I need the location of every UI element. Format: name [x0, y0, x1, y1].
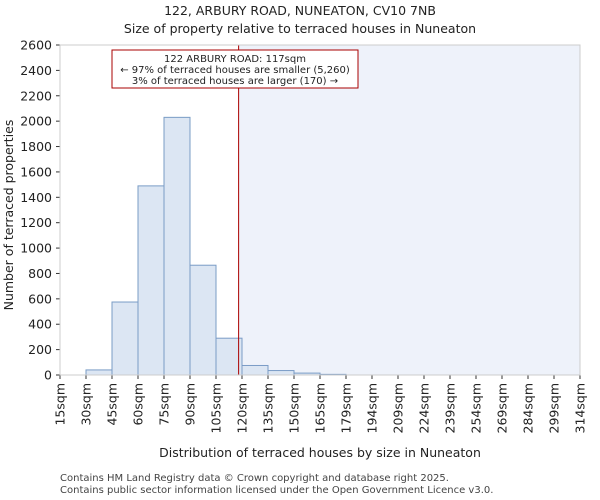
- x-tick-label: 194sqm: [365, 383, 380, 433]
- bar-45sqm: [111, 301, 139, 376]
- plot-frame: [59, 44, 581, 376]
- chart-subtitle: Size of property relative to terraced ho…: [124, 21, 476, 36]
- bar-60sqm: [137, 185, 165, 376]
- x-tick-label: 179sqm: [339, 383, 354, 433]
- y-tick-label: 0: [44, 368, 52, 383]
- x-tick-label: 75sqm: [157, 383, 172, 426]
- x-tick-label: 299sqm: [547, 383, 562, 433]
- bar-75sqm: [163, 116, 191, 376]
- x-tick-label: 269sqm: [495, 383, 510, 433]
- y-tick-label: 200: [28, 342, 52, 357]
- y-axis-label: Number of terraced properties: [1, 120, 16, 311]
- x-tick-label: 150sqm: [287, 383, 302, 433]
- y-tick-label: 1600: [20, 164, 52, 179]
- x-axis: 15sqm 30sqm 45sqm 60sqm 75sqm 90sqm 105sqm 120s…: [53, 374, 588, 433]
- y-tick-label: 2600: [20, 38, 52, 53]
- y-tick-label: 1400: [20, 190, 52, 205]
- annotation-border: [111, 49, 359, 89]
- annotation-line-1: 122 ARBURY ROAD: 117sqm: [164, 54, 306, 65]
- y-tick-label: 2000: [20, 114, 52, 129]
- bar-135sqm: [267, 370, 295, 376]
- x-tick-label: 45sqm: [105, 383, 120, 426]
- y-tick-label: 600: [28, 291, 52, 306]
- y-tick-label: 400: [28, 317, 52, 332]
- highlight-region: [238, 45, 580, 375]
- y-tick-label: 2400: [20, 63, 52, 78]
- x-tick-label: 314sqm: [573, 383, 588, 433]
- y-axis: 0 200 400 600 800 1000 1200 1400 1600 1800 2000 220…: [20, 38, 61, 383]
- x-tick-label: 30sqm: [79, 383, 94, 426]
- y-tick-label: 1800: [20, 139, 52, 154]
- x-tick-label: 224sqm: [417, 383, 432, 433]
- y-tick-label: 2200: [20, 88, 52, 103]
- x-tick-label: 105sqm: [209, 383, 224, 433]
- x-tick-label: 239sqm: [443, 383, 458, 433]
- x-tick-label: 254sqm: [469, 383, 484, 433]
- bar-30sqm: [85, 369, 113, 376]
- annotation-line-2: ← 97% of terraced houses are smaller (5,…: [120, 65, 350, 76]
- bars-group: [85, 116, 347, 376]
- bar-105sqm: [215, 337, 243, 376]
- annotation-box: 122 ARBURY ROAD: 117sqm ← 97% of terrace…: [111, 49, 359, 89]
- chart-title: 122, ARBURY ROAD, NUNEATON, CV10 7NB: [164, 3, 436, 18]
- bar-90sqm: [189, 264, 217, 376]
- footer-line-1: Contains HM Land Registry data © Crown c…: [60, 473, 449, 484]
- x-tick-label: 120sqm: [235, 383, 250, 433]
- x-tick-label: 15sqm: [53, 383, 68, 426]
- x-tick-label: 165sqm: [313, 383, 328, 433]
- annotation-line-3: 3% of terraced houses are larger (170) →: [132, 76, 338, 87]
- x-tick-label: 284sqm: [521, 383, 536, 433]
- y-tick-label: 800: [28, 266, 52, 281]
- x-axis-label: Distribution of terraced houses by size …: [159, 445, 481, 460]
- bar-120sqm: [241, 364, 269, 376]
- x-tick-label: 90sqm: [183, 383, 198, 426]
- x-tick-label: 60sqm: [131, 383, 146, 426]
- y-tick-label: 1200: [20, 215, 52, 230]
- y-tick-label: 1000: [20, 241, 52, 256]
- footer-line-2: Contains public sector information licen…: [60, 485, 494, 496]
- x-tick-label: 135sqm: [261, 383, 276, 433]
- x-tick-label: 209sqm: [391, 383, 406, 433]
